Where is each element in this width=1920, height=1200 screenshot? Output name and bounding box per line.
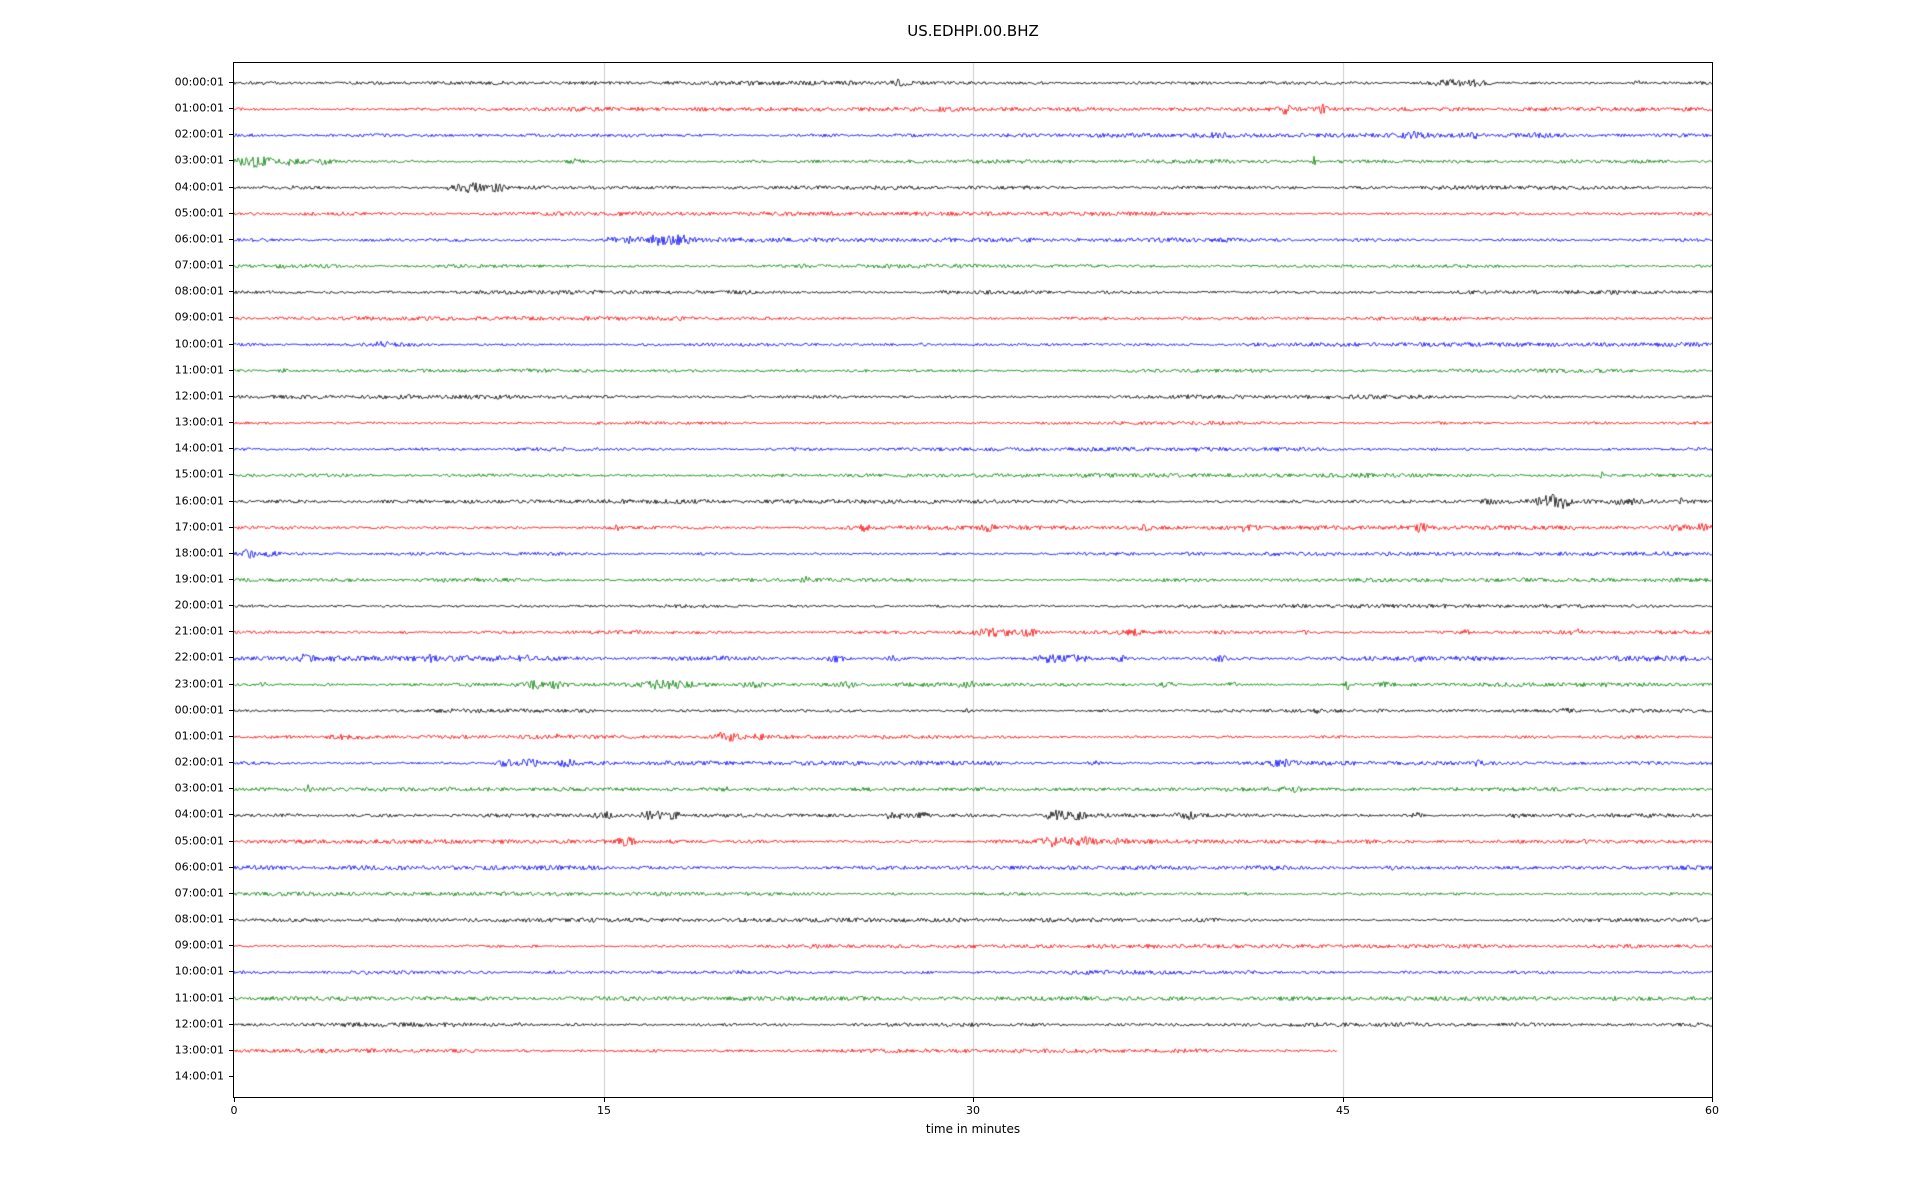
chart-title: US.EDHPI.00.BHZ [907,22,1039,40]
y-tick-label: 06:00:01 [174,232,224,246]
y-tick-label: 04:00:01 [174,807,224,821]
x-tick-mark [1712,1098,1713,1102]
y-tick-label: 00:00:01 [174,703,224,717]
y-tick-label: 16:00:01 [174,494,224,508]
y-tick-label: 07:00:01 [174,258,224,272]
y-tick-mark [229,867,233,868]
y-tick-mark [229,553,233,554]
y-tick-mark [229,265,233,266]
y-tick-label: 02:00:01 [174,127,224,141]
y-tick-mark [229,187,233,188]
y-tick-label: 09:00:01 [174,938,224,952]
y-tick-mark [229,814,233,815]
y-tick-mark [229,605,233,606]
y-tick-mark [229,841,233,842]
y-tick-mark [229,893,233,894]
x-tick-label: 30 [966,1104,980,1117]
y-tick-mark [229,1050,233,1051]
x-tick-label: 15 [597,1104,611,1117]
waveform-canvas [234,63,1712,1097]
y-tick-label: 11:00:01 [174,991,224,1005]
y-tick-mark [229,1076,233,1077]
y-tick-label: 19:00:01 [174,572,224,586]
x-tick-mark [604,1098,605,1102]
y-tick-mark [229,474,233,475]
y-tick-mark [229,344,233,345]
y-tick-label: 13:00:01 [174,1043,224,1057]
y-tick-label: 14:00:01 [174,1069,224,1083]
y-tick-mark [229,422,233,423]
y-tick-mark [229,684,233,685]
y-tick-mark [229,108,233,109]
y-tick-mark [229,448,233,449]
y-tick-label: 17:00:01 [174,520,224,534]
x-tick-mark [1343,1098,1344,1102]
y-tick-label: 20:00:01 [174,598,224,612]
y-tick-label: 10:00:01 [174,337,224,351]
y-tick-label: 03:00:01 [174,781,224,795]
y-tick-mark [229,317,233,318]
y-tick-mark [229,239,233,240]
y-tick-mark [229,579,233,580]
y-tick-label: 09:00:01 [174,310,224,324]
x-tick-mark [973,1098,974,1102]
y-tick-mark [229,213,233,214]
y-tick-label: 21:00:01 [174,624,224,638]
y-tick-label: 10:00:01 [174,964,224,978]
y-tick-label: 05:00:01 [174,834,224,848]
y-tick-mark [229,631,233,632]
y-tick-label: 08:00:01 [174,284,224,298]
y-tick-mark [229,945,233,946]
y-tick-mark [229,998,233,999]
y-tick-mark [229,710,233,711]
y-tick-label: 12:00:01 [174,389,224,403]
y-tick-label: 23:00:01 [174,677,224,691]
y-tick-mark [229,291,233,292]
y-tick-label: 13:00:01 [174,415,224,429]
x-axis-label: time in minutes [925,1122,1021,1136]
y-tick-label: 11:00:01 [174,363,224,377]
y-tick-mark [229,396,233,397]
y-tick-label: 18:00:01 [174,546,224,560]
y-tick-label: 02:00:01 [174,755,224,769]
x-tick-label: 45 [1336,1104,1350,1117]
y-tick-mark [229,919,233,920]
y-tick-mark [229,788,233,789]
y-tick-mark [229,82,233,83]
y-tick-label: 22:00:01 [174,650,224,664]
y-tick-mark [229,971,233,972]
y-tick-mark [229,370,233,371]
y-tick-label: 04:00:01 [174,180,224,194]
y-tick-label: 12:00:01 [174,1017,224,1031]
y-tick-label: 07:00:01 [174,886,224,900]
y-tick-label: 05:00:01 [174,206,224,220]
y-tick-mark [229,134,233,135]
y-tick-label: 14:00:01 [174,441,224,455]
y-tick-mark [229,1024,233,1025]
y-tick-mark [229,736,233,737]
x-tick-label: 60 [1705,1104,1719,1117]
y-tick-mark [229,657,233,658]
y-tick-label: 08:00:01 [174,912,224,926]
y-tick-label: 00:00:01 [174,75,224,89]
plot-area [233,62,1713,1098]
y-tick-mark [229,527,233,528]
x-tick-label: 0 [230,1104,238,1117]
y-tick-label: 15:00:01 [174,467,224,481]
y-tick-mark [229,160,233,161]
y-tick-label: 03:00:01 [174,153,224,167]
y-tick-mark [229,762,233,763]
y-tick-mark [229,501,233,502]
y-tick-label: 01:00:01 [174,729,224,743]
y-tick-label: 06:00:01 [174,860,224,874]
y-tick-label: 01:00:01 [174,101,224,115]
x-tick-mark [234,1098,235,1102]
